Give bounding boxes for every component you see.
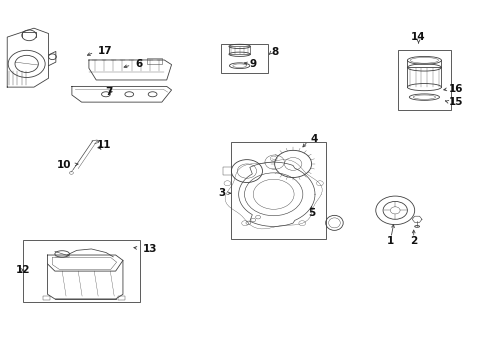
Bar (228, 46, 250, 54)
Bar (147, 58, 162, 64)
Text: 3: 3 (218, 188, 225, 198)
Text: 8: 8 (271, 47, 279, 57)
Text: 16: 16 (448, 84, 463, 94)
Text: 17: 17 (98, 46, 112, 56)
Text: 4: 4 (309, 134, 317, 144)
Text: 5: 5 (307, 208, 315, 218)
Bar (397, 50, 450, 111)
Text: 13: 13 (142, 244, 157, 253)
Bar (23, 240, 140, 302)
Bar (117, 296, 125, 300)
Bar (231, 143, 325, 239)
Text: 9: 9 (249, 59, 257, 69)
Bar (221, 44, 267, 73)
Bar (42, 296, 50, 300)
Text: 10: 10 (56, 160, 71, 170)
Text: 14: 14 (410, 32, 425, 42)
Text: 7: 7 (105, 87, 112, 98)
Text: 1: 1 (386, 236, 393, 246)
Text: 2: 2 (409, 236, 416, 246)
Text: 12: 12 (16, 265, 30, 275)
Text: 15: 15 (448, 97, 463, 107)
Text: 11: 11 (97, 140, 111, 150)
Text: 6: 6 (135, 59, 142, 69)
